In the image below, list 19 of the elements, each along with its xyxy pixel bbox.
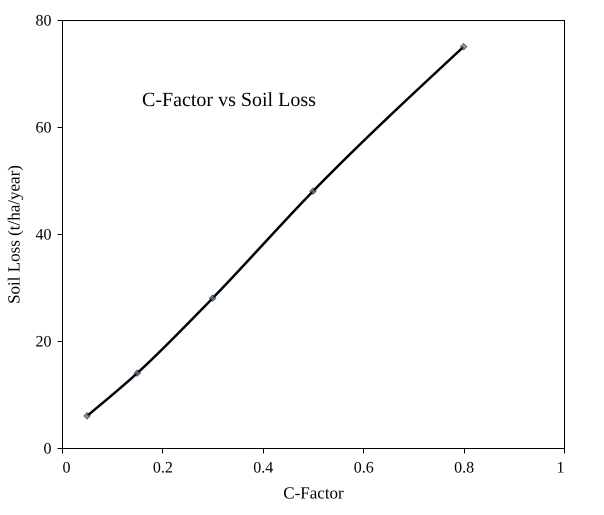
text: C-Factor vs Soil Loss: [142, 89, 316, 111]
x-tick-label: 0.6: [354, 460, 374, 476]
x-tick-label: 1: [556, 460, 564, 476]
x-tick-label: 0: [62, 460, 70, 476]
y-tick-label: 60: [36, 120, 52, 136]
x-axis-title: C-Factor: [283, 484, 344, 502]
point: [460, 43, 468, 50]
x-tick-label: 0.2: [152, 460, 173, 476]
x-tick-label: 0.8: [454, 460, 474, 476]
y-axis-title: Soil Loss (t/ha/year): [4, 165, 24, 304]
x-tick-label: 0.4: [253, 460, 274, 476]
y-tick-label: 0: [44, 440, 52, 458]
point: [309, 188, 317, 195]
point: [209, 294, 216, 302]
point: [84, 412, 91, 420]
point: [134, 370, 141, 377]
y-tick-label: 40: [36, 226, 52, 244]
y-tick-label: 80: [36, 12, 52, 30]
y-tick-label: 20: [36, 334, 52, 350]
